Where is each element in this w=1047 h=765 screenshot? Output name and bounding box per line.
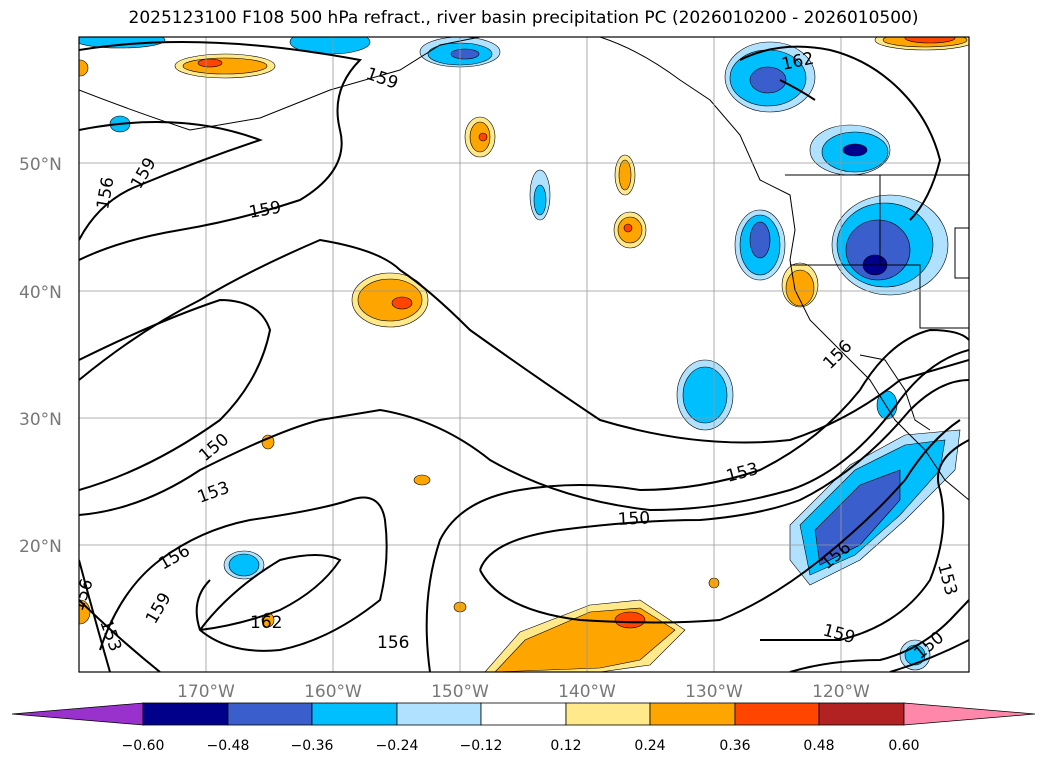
contour-label: 153 [933,561,961,598]
contour-label: 159 [127,154,161,192]
lon-label: 160°W [304,682,362,702]
colorbar-segment [734,702,820,726]
lon-label: 150°W [431,682,489,702]
lat-label: 40°N [19,283,62,303]
contour-label: 156 [68,576,98,613]
colorbar-ticks: −0.60 −0.48 −0.36 −0.24 −0.12 0.12 0.24 … [122,738,920,754]
map-title: 2025123100 F108 500 hPa refract., river … [128,8,919,28]
colorbar-segment [565,702,651,726]
contour-labels: 162 159 159 156 159 150 153 156 159 162 … [68,49,961,664]
map-frame [78,36,970,673]
lat-label: 30°N [19,410,62,430]
colorbar-segment [649,702,736,726]
colorbar-tick-label: 0.60 [888,738,919,754]
colorbar-segment [11,702,144,726]
colorbar-segment [396,702,482,726]
coastlines [79,37,969,501]
precip-shading [79,37,969,672]
map-area: 162 159 159 156 159 150 153 156 159 162 … [68,37,969,672]
contour-label: 159 [821,621,858,649]
colorbar-segment [311,702,398,726]
contour-label: 156 [93,175,118,210]
lon-label: 140°W [558,682,616,702]
contour-label: 156 [377,633,409,653]
contour-label: 162 [250,613,282,633]
colorbar-tick-label: −0.48 [207,738,250,754]
colorbar [11,702,1036,726]
colorbar-tick-label: −0.24 [376,738,419,754]
contour-label: 150 [617,508,650,530]
contour-label: 159 [142,589,176,627]
refractivity-contours [79,41,969,672]
lon-label: 130°W [685,682,743,702]
contour-label: 150 [195,430,233,466]
colorbar-tick-label: 0.48 [803,738,834,754]
lon-label: 120°W [812,682,870,702]
contour-label: 156 [819,336,856,373]
colorbar-tick-label: −0.60 [122,738,165,754]
colorbar-segment [227,702,313,726]
colorbar-tick-label: 0.36 [719,738,750,754]
lat-label: 20°N [19,537,62,557]
contour-label: 156 [156,541,194,575]
longitude-labels: 170°W 160°W 150°W 140°W 130°W 120°W [177,682,870,702]
colorbar-tick-label: 0.24 [634,738,665,754]
colorbar-tick-label: −0.12 [460,738,503,754]
contour-label: 159 [247,198,282,223]
contour-label: 153 [195,478,232,508]
colorbar-segment [142,702,229,726]
contour-label: 159 [363,64,400,94]
gridlines [79,37,969,672]
colorbar-segment [480,702,567,726]
lat-label: 50°N [19,155,62,175]
contour-label: 153 [724,459,761,487]
lon-label: 170°W [177,682,235,702]
colorbar-tick-label: 0.12 [550,738,581,754]
colorbar-segment [818,702,905,726]
latitude-labels: 50°N 40°N 30°N 20°N [19,155,62,557]
colorbar-tick-label: −0.36 [291,738,334,754]
colorbar-segment [903,702,1036,726]
